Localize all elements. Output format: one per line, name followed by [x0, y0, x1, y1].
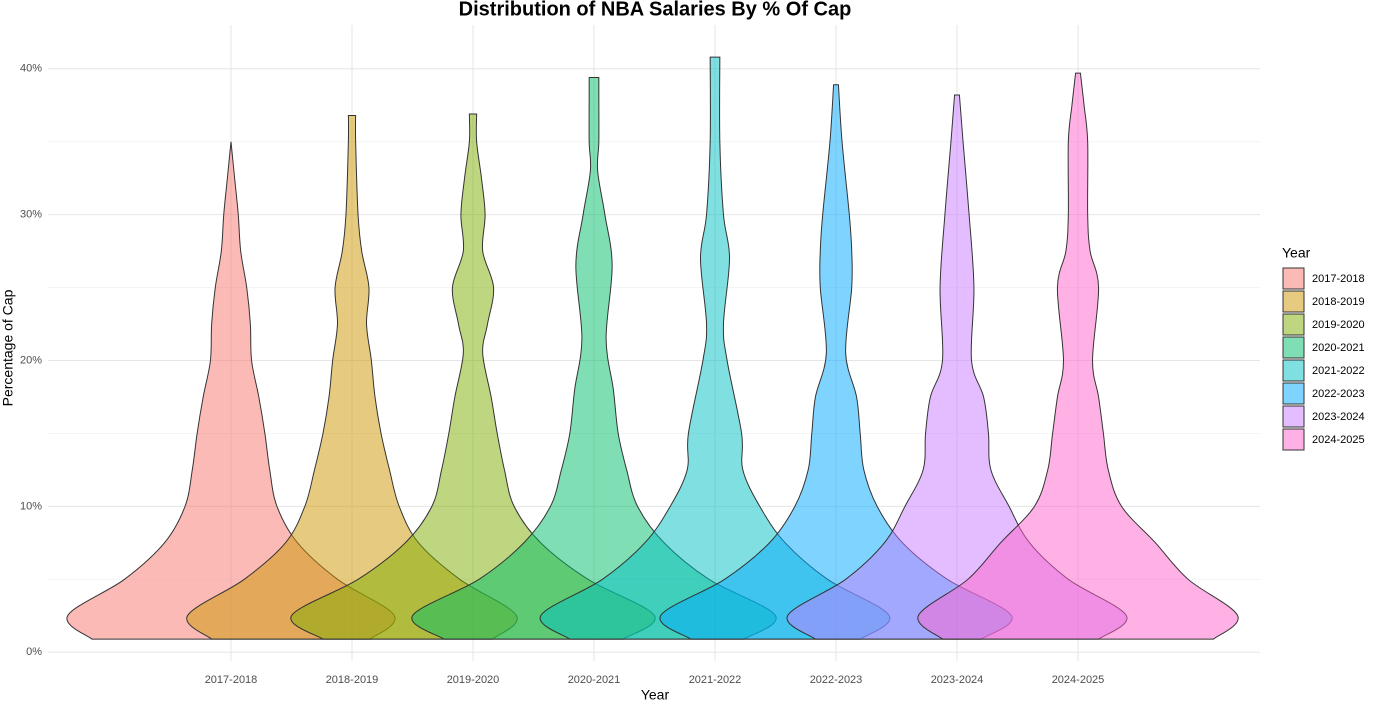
legend-swatch [1282, 290, 1305, 313]
legend-swatch [1282, 382, 1305, 405]
y-axis-title: Percentage of Cap [0, 289, 16, 406]
x-tick-label: 2017-2018 [205, 674, 258, 686]
chart-title: Distribution of NBA Salaries By % Of Cap [459, 0, 852, 20]
legend-label: 2022-2023 [1312, 388, 1365, 400]
legend-swatch [1282, 428, 1305, 451]
legend-label: 2018-2019 [1312, 296, 1365, 308]
legend-swatch [1282, 336, 1305, 359]
violin [186, 114, 518, 640]
violin [66, 141, 396, 640]
legend-label: 2024-2025 [1312, 434, 1365, 446]
legend-title: Year [1282, 245, 1311, 261]
violin [659, 84, 1013, 640]
y-tick-label: 30% [20, 209, 42, 221]
x-axis-title: Year [641, 687, 670, 703]
violin [411, 77, 777, 640]
legend-label: 2023-2024 [1312, 411, 1365, 423]
y-tick-label: 20% [20, 354, 42, 366]
legend-swatch [1282, 267, 1305, 290]
legend-label: 2021-2022 [1312, 365, 1365, 377]
violin [539, 56, 891, 640]
x-tick-label: 2021-2022 [689, 674, 742, 686]
legend-label: 2020-2021 [1312, 342, 1365, 354]
violin [917, 72, 1239, 640]
legend-swatch [1282, 405, 1305, 428]
legend-swatch [1282, 313, 1305, 336]
legend-label: 2017-2018 [1312, 273, 1365, 285]
x-tick-label: 2020-2021 [568, 674, 621, 686]
violin [290, 113, 656, 640]
legend-swatch [1282, 359, 1305, 382]
y-tick-label: 10% [20, 500, 42, 512]
x-tick-label: 2023-2024 [931, 674, 984, 686]
y-tick-label: 0% [26, 646, 42, 658]
x-tick-label: 2019-2020 [447, 674, 500, 686]
x-tick-label: 2024-2025 [1052, 674, 1105, 686]
legend-label: 2019-2020 [1312, 319, 1365, 331]
violin [786, 94, 1128, 640]
x-tick-label: 2022-2023 [810, 674, 863, 686]
x-tick-label: 2018-2019 [326, 674, 379, 686]
y-tick-label: 40% [20, 63, 42, 75]
